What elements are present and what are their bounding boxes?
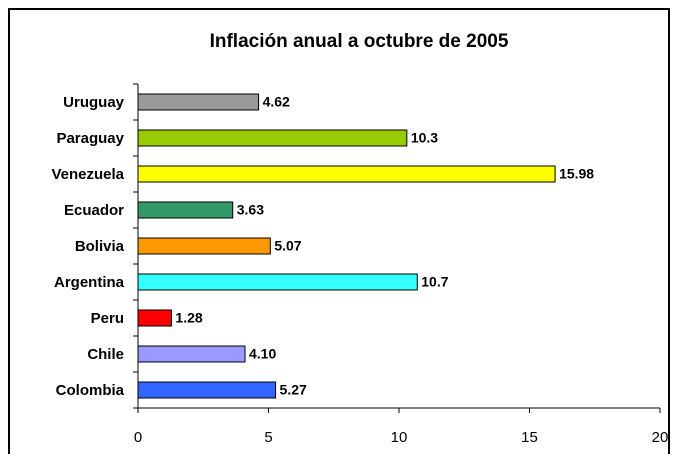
y-tick-label: Paraguay	[56, 130, 124, 147]
value-label: 5.27	[280, 382, 307, 398]
value-label: 1.28	[175, 310, 202, 326]
chart-title: Inflación anual a octubre de 2005	[210, 31, 509, 52]
x-tick-label: 0	[134, 429, 142, 446]
y-tick-label: Bolivia	[75, 238, 125, 255]
bar	[137, 345, 246, 363]
y-tick-label: Ecuador	[64, 202, 124, 219]
value-label: 5.07	[274, 238, 301, 254]
x-tick-label: 20	[652, 429, 669, 446]
x-tick-label: 5	[264, 429, 272, 446]
bar	[137, 273, 418, 291]
value-label: 10.7	[421, 274, 448, 290]
bar	[137, 237, 271, 255]
bar	[137, 129, 408, 147]
value-label: 4.10	[249, 346, 276, 362]
y-tick-label: Argentina	[54, 274, 125, 291]
value-label: 15.98	[559, 166, 594, 182]
y-tick-label: Chile	[87, 346, 124, 363]
x-tick-label: 15	[521, 429, 538, 446]
value-label: 4.62	[263, 94, 290, 110]
x-tick-label: 10	[391, 429, 408, 446]
chart-frame	[8, 8, 670, 454]
bar	[137, 165, 556, 183]
bar	[137, 201, 234, 219]
y-tick-label: Uruguay	[63, 94, 125, 111]
y-tick-label: Peru	[91, 310, 124, 327]
bar	[137, 93, 260, 111]
y-tick-label: Colombia	[56, 382, 125, 399]
y-tick-label: Venezuela	[51, 166, 124, 183]
bar	[137, 309, 172, 327]
bar	[137, 381, 277, 399]
value-label: 10.3	[411, 130, 438, 146]
value-label: 3.63	[237, 202, 264, 218]
